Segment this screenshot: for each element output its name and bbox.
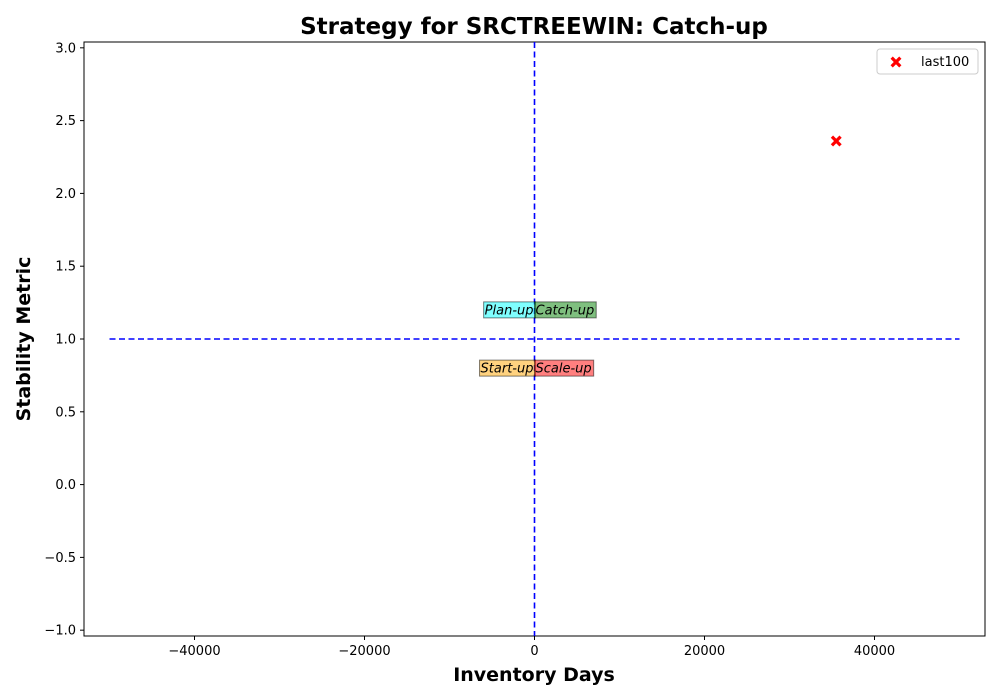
quadrant-label-start-up: Start-up — [481, 362, 534, 377]
y-tick-label: −0.5 — [44, 551, 76, 566]
quadrant-label-plan-up: Plan-up — [485, 303, 534, 318]
x-axis-ticks: −40000 −20000 0 20000 40000 — [168, 636, 895, 659]
x-axis-title: Inventory Days — [453, 664, 615, 686]
data-points — [830, 135, 842, 147]
data-point — [830, 135, 842, 147]
y-axis-ticks: −1.0 −0.5 0.0 0.5 1.0 1.5 2.0 2.5 3.0 — [44, 41, 84, 639]
y-tick-label: 0.5 — [55, 405, 76, 420]
data-point-stroke — [830, 135, 842, 147]
legend: last100 — [876, 48, 979, 75]
chart-title: Strategy for SRCTREEWIN: Catch-up — [300, 14, 768, 40]
x-tick-label: −20000 — [338, 644, 390, 659]
quadrant-labels: Plan-up Catch-up Start-up Scale-up — [479, 301, 597, 377]
y-tick-label: 3.0 — [55, 41, 76, 56]
x-tick-label: −40000 — [168, 644, 220, 659]
legend-marker-icon — [890, 56, 902, 68]
quadrant-box-scale-up — [534, 359, 595, 377]
y-tick-label: 1.5 — [55, 260, 76, 275]
y-tick-label: −1.0 — [44, 624, 76, 639]
y-axis-title: Stability Metric — [13, 257, 35, 422]
quadrant-label-scale-up: Scale-up — [536, 362, 592, 377]
x-tick-label: 40000 — [854, 644, 895, 659]
y-tick-label: 2.0 — [55, 187, 76, 202]
quadrant-label-catch-up: Catch-up — [536, 303, 595, 318]
y-tick-label: 2.5 — [55, 114, 76, 129]
legend-marker-stroke — [890, 56, 902, 68]
y-tick-label: 0.0 — [55, 478, 76, 493]
reference-lines — [109, 42, 960, 636]
legend-marker — [890, 56, 902, 68]
quadrant-box-catch-up — [534, 301, 597, 319]
legend-label: last100 — [921, 55, 969, 70]
y-tick-label: 1.0 — [55, 333, 76, 348]
x-tick-label: 20000 — [684, 644, 725, 659]
x-tick-label: 0 — [530, 644, 538, 659]
legend-box — [876, 48, 979, 75]
